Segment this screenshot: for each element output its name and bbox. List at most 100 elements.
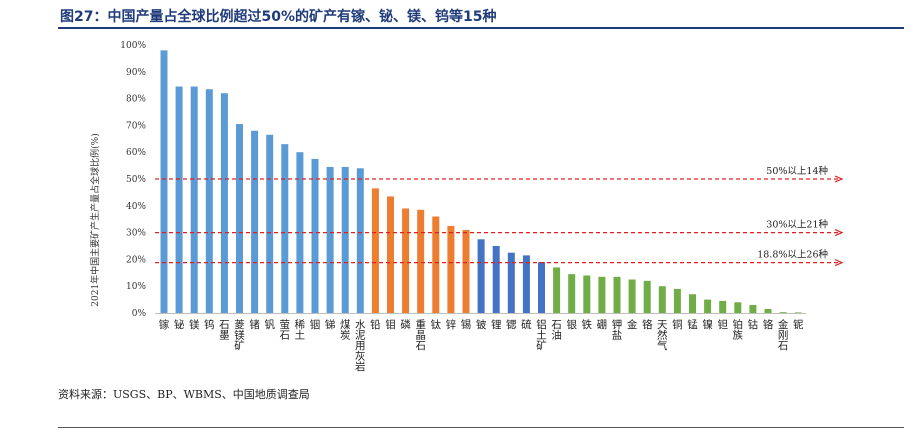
bar (477, 239, 485, 313)
x-tick-label: 锰 (687, 318, 698, 331)
bar (447, 225, 455, 313)
x-tick-label: 石墨 (219, 319, 230, 342)
y-tick-label: 60% (126, 148, 146, 158)
x-tick-label: 镁 (189, 318, 200, 331)
bar (356, 168, 364, 313)
y-tick-label: 100% (120, 41, 146, 51)
bar (522, 255, 530, 313)
source-note: 资料来源：USGS、BP、WBMS、中国地质调查局 (58, 388, 310, 401)
y-tick-label: 20% (126, 255, 146, 265)
x-tick-label: 重晶石 (415, 318, 426, 352)
bar (341, 166, 349, 313)
bar (190, 86, 198, 313)
x-tick-label: 铝土矿 (536, 318, 547, 352)
bar (628, 279, 636, 313)
x-tick-label: 铬 (763, 318, 774, 331)
bar (749, 304, 757, 313)
bar (326, 166, 334, 313)
x-tick-label: 铁 (582, 318, 593, 331)
x-tick-label: 镓 (159, 319, 170, 331)
bar (220, 93, 228, 314)
x-tick-label: 铜 (672, 319, 683, 331)
figure-title: 图27：中国产量占全球比例超过50%的矿产有镓、铋、镁、钨等15种 (60, 9, 497, 25)
x-tick-label: 钽 (717, 318, 728, 331)
y-tick-label: 50% (126, 175, 146, 185)
y-tick-label: 30% (126, 229, 146, 239)
x-tick-label: 钾盐 (612, 318, 623, 342)
x-tick-label: 稀土 (295, 318, 306, 342)
bar (779, 312, 787, 313)
bar (160, 50, 168, 314)
y-axis-label: 2021年中国主要矿产生产量占全球比例(%) (89, 133, 101, 306)
bar (568, 274, 576, 313)
x-tick-label: 钛 (431, 318, 442, 331)
y-tick-label: 70% (126, 121, 146, 131)
bar (432, 216, 440, 313)
x-tick-label: 锑 (325, 318, 336, 331)
bar (236, 124, 243, 313)
x-tick-label: 金刚石 (778, 318, 789, 352)
bar (387, 196, 394, 313)
bar (417, 209, 425, 313)
reference-lines: 50%以上14种 30%以上21种 18.8%以上26种 (155, 165, 842, 263)
bar (643, 280, 651, 313)
x-tick-label: 钼 (385, 318, 396, 331)
bar (251, 130, 259, 313)
bar (538, 262, 545, 313)
bars (160, 50, 802, 314)
x-tick-label: 铅 (370, 318, 381, 331)
x-tick-label: 锂 (491, 318, 502, 331)
y-tick-label: 80% (126, 95, 146, 105)
x-tick-label: 锶 (506, 318, 517, 331)
bar (598, 276, 606, 313)
bar (281, 144, 289, 313)
bar (734, 302, 742, 313)
bar (764, 308, 772, 313)
x-tick-label: 金 (627, 318, 638, 331)
bar (583, 275, 591, 313)
x-tick-label: 铂族 (733, 318, 744, 342)
bar (719, 300, 727, 313)
x-tick-label: 萤石 (280, 319, 291, 342)
x-tick-label: 锡 (461, 318, 472, 331)
y-tick-label: 90% (126, 68, 146, 78)
bar (794, 312, 802, 314)
bar (311, 158, 319, 313)
bar (371, 188, 379, 313)
bar (704, 299, 712, 313)
bar (462, 229, 470, 313)
x-tick-label: 锌 (446, 318, 457, 331)
bar (613, 276, 621, 313)
y-tick-label: 10% (126, 282, 146, 292)
x-tick-label: 天然气 (657, 319, 668, 352)
reference-line-label: 50%以上14种 (766, 165, 828, 177)
y-tick-label: 40% (126, 202, 146, 212)
x-tick-label: 铍 (476, 319, 487, 331)
reference-line-label: 30%以上21种 (766, 219, 828, 231)
x-tick-label: 硼 (597, 319, 608, 331)
x-tick-label: 镍 (702, 318, 713, 331)
x-tick-label: 铟 (310, 318, 321, 331)
axes: 0% 10% 20% 30% 40% 50% 60% 70% 80% 90% 100% (120, 41, 807, 319)
x-tick-label: 锗 (249, 318, 260, 331)
bar (175, 86, 183, 313)
x-tick-label: 钒 (264, 318, 275, 331)
bar (673, 288, 681, 313)
bar (492, 246, 500, 313)
bar (402, 208, 410, 313)
x-tick-label: 铋 (174, 318, 185, 331)
x-axis-labels: 镓铋镁钨石墨菱镁矿锗钒萤石稀土铟锑煤炭水泥用灰岩铅钼磷重晶石钛锌锡铍锂锶硫铝土矿… (159, 318, 804, 373)
x-tick-label: 银 (566, 318, 577, 331)
bar (507, 252, 515, 313)
x-tick-label: 钴 (748, 319, 759, 331)
bar (553, 267, 561, 313)
bar (266, 134, 274, 313)
x-tick-label: 磷 (400, 318, 411, 331)
bar (689, 294, 696, 313)
x-tick-label: 水泥用灰岩 (355, 319, 366, 373)
bar (296, 152, 304, 313)
bar (658, 286, 666, 313)
x-tick-label: 菱镁矿 (234, 319, 245, 352)
title-divider (58, 27, 904, 29)
